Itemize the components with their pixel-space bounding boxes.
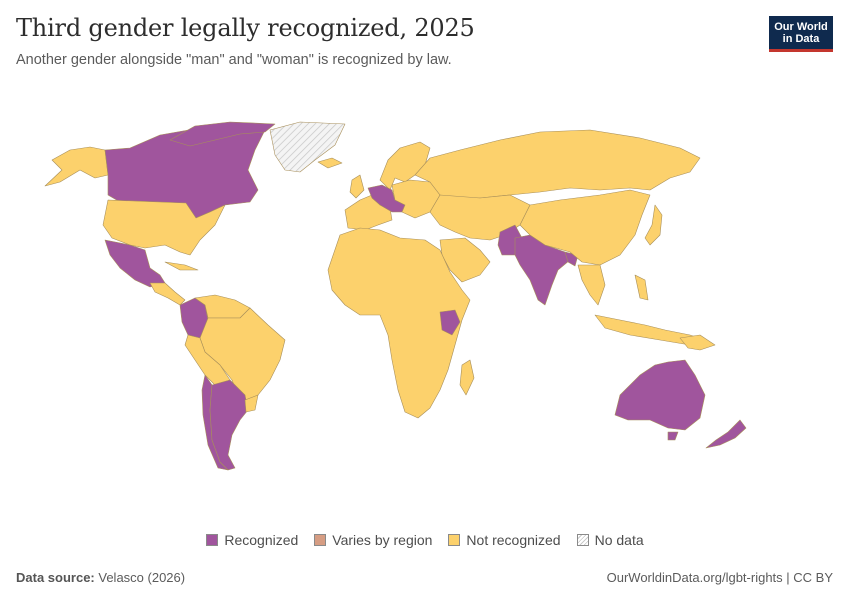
country-united-states[interactable] [102, 199, 226, 256]
country-africa[interactable] [327, 227, 471, 419]
legend-swatch-recognized [206, 534, 219, 546]
data-source: Data source: Velasco (2026) [16, 570, 185, 585]
legend-swatch-not-recognized [448, 534, 461, 546]
country-iceland[interactable] [317, 157, 343, 169]
logo-line-2: in Data [782, 33, 820, 45]
logo-line-1: Our World [774, 21, 828, 33]
data-source-value[interactable]: Velasco (2026) [98, 570, 186, 585]
country-cuba[interactable] [164, 261, 199, 271]
country-china[interactable] [519, 189, 651, 266]
legend-label-no-data: No data [594, 532, 644, 548]
owid-logo[interactable]: Our World in Data [769, 16, 833, 52]
country-australia[interactable] [614, 359, 706, 431]
page-subtitle: Another gender alongside "man" and "woma… [16, 52, 452, 68]
country-japan[interactable] [644, 204, 663, 246]
country-russia[interactable] [414, 129, 701, 201]
country-canada-islands[interactable] [169, 121, 276, 147]
country-new-zealand[interactable] [705, 419, 747, 449]
legend-label-recognized: Recognized [224, 532, 299, 548]
country-tasmania[interactable] [667, 431, 679, 441]
country-uruguay[interactable] [244, 394, 259, 413]
country-central-asia[interactable] [429, 194, 531, 241]
data-source-label: Data source: [16, 570, 95, 585]
country-eastern-europe[interactable] [391, 179, 441, 219]
legend-label-varies: Varies by region [332, 532, 433, 548]
footer-link[interactable]: OurWorldinData.org/lgbt-rights | CC BY [606, 570, 833, 585]
country-kenya[interactable] [439, 309, 461, 336]
country-greenland[interactable] [269, 121, 346, 173]
legend-item-not-recognized[interactable]: Not recognized [448, 532, 561, 548]
legend-item-recognized[interactable]: Recognized [206, 532, 298, 548]
country-madagascar[interactable] [459, 359, 475, 396]
country-central-america[interactable] [149, 282, 186, 306]
country-alaska[interactable] [44, 146, 109, 187]
legend-item-no-data[interactable]: No data [576, 532, 644, 548]
country-united-kingdom[interactable] [349, 174, 365, 199]
map-legend: Recognized Varies by region Not recogniz… [0, 532, 850, 548]
legend-swatch-no-data [576, 534, 589, 546]
country-mexico[interactable] [104, 239, 166, 288]
country-papua-new-guinea[interactable] [679, 334, 716, 351]
country-philippines[interactable] [634, 274, 649, 301]
legend-label-not-recognized: Not recognized [466, 532, 561, 548]
page-title: Third gender legally recognized, 2025 [16, 14, 475, 42]
legend-swatch-varies [314, 534, 327, 546]
world-map[interactable] [0, 110, 850, 480]
country-southeast-asia[interactable] [577, 264, 606, 306]
country-argentina[interactable] [209, 379, 249, 471]
legend-item-varies[interactable]: Varies by region [314, 532, 432, 548]
